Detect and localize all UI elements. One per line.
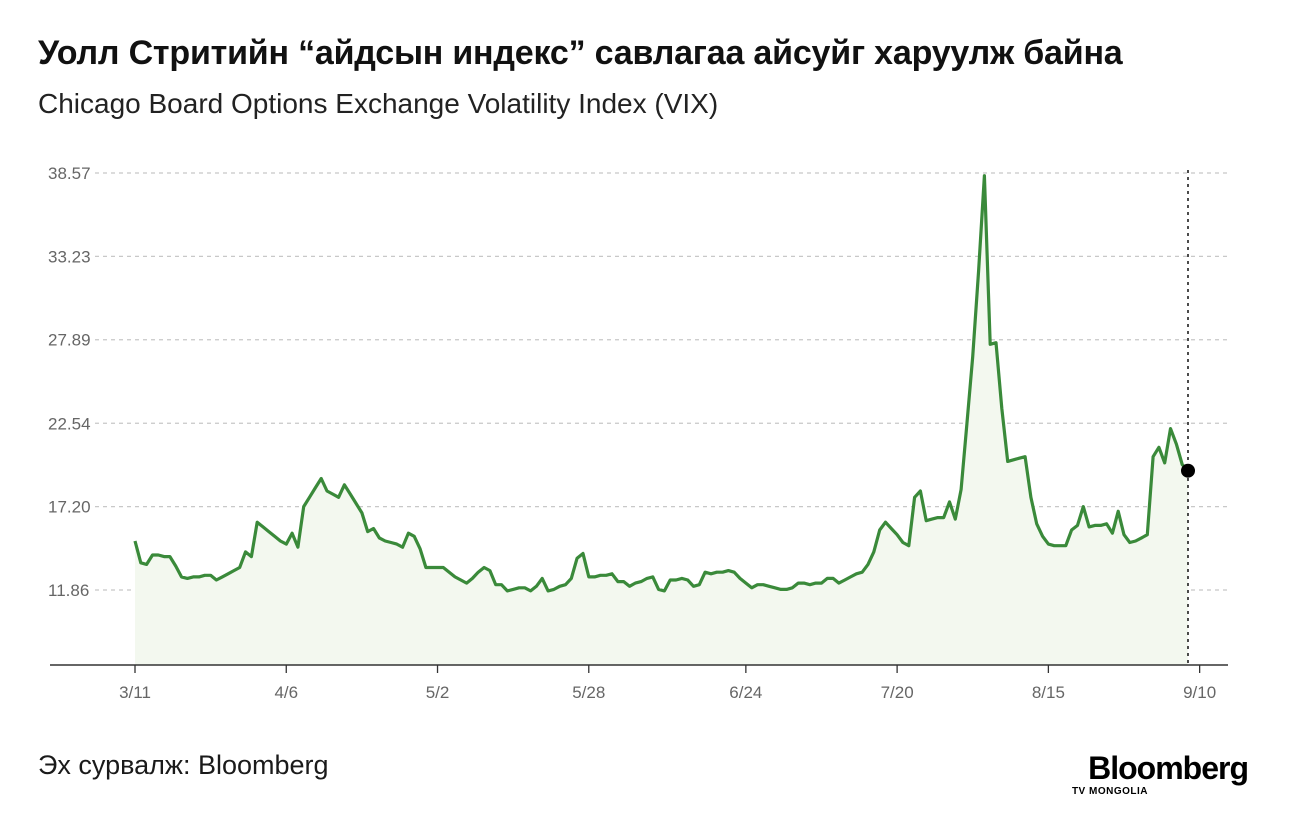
y-tick-label: 33.23: [48, 247, 91, 266]
x-axis-ticks: 3/11 4/6 5/2 5/28 6/24 7/20 8/15 9/10: [119, 665, 1216, 702]
chart-title: Уолл Стритийн “айдсын индекс” савлагаа а…: [38, 34, 1123, 72]
logo-subtitle: TV MONGOLIA: [1071, 786, 1148, 797]
logo-wordmark: Bloomberg: [1088, 750, 1249, 786]
x-tick-label: 6/24: [729, 683, 762, 702]
chart-subtitle: Chicago Board Options Exchange Volatilit…: [38, 88, 719, 119]
y-tick-label: 27.89: [48, 331, 91, 350]
bloomberg-logo: Bloomberg TV MONGOLIA: [1071, 750, 1249, 798]
vix-area-fill: [135, 175, 1188, 665]
y-tick-label: 11.86: [48, 581, 89, 600]
y-tick-label: 22.54: [48, 414, 91, 433]
vix-series-line: [133, 174, 1190, 593]
x-tick-label: 5/28: [572, 683, 605, 702]
x-tick-label: 5/2: [426, 683, 450, 702]
x-tick-label: 8/15: [1032, 683, 1065, 702]
x-tick-label: 3/11: [119, 683, 151, 702]
y-tick-label: 17.20: [48, 498, 91, 517]
latest-value-marker: [1181, 463, 1195, 478]
x-tick-label: 4/6: [274, 683, 298, 702]
x-tick-label: 9/10: [1183, 683, 1216, 702]
y-axis-tick-labels: 11.86 17.20 22.54 27.89 33.23 38.57: [48, 164, 91, 600]
source-note: Эх сурвалж: Bloomberg: [38, 750, 329, 780]
x-tick-label: 7/20: [881, 683, 914, 702]
y-tick-label: 38.57: [48, 164, 91, 183]
